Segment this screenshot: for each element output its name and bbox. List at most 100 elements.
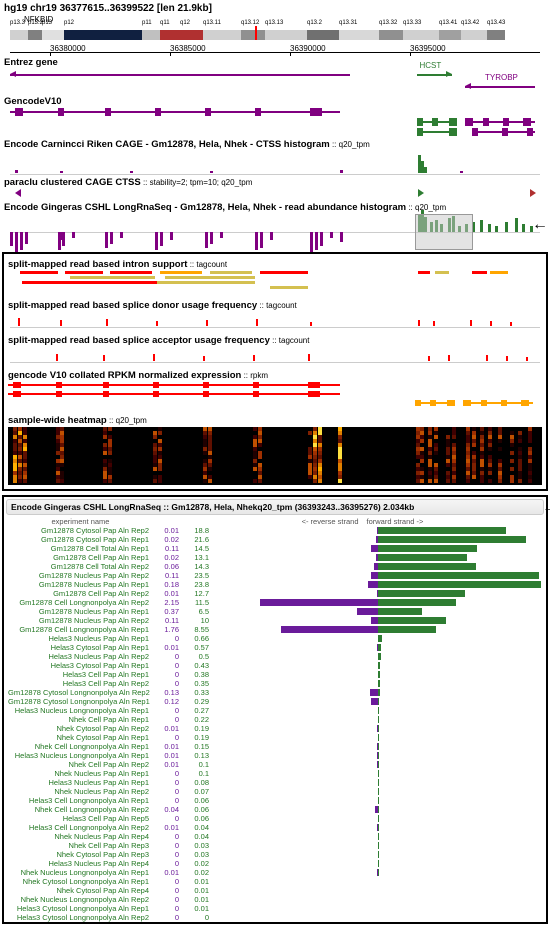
sample-name: Gm12878 Nucleus Pap Aln Rep2 — [8, 616, 153, 625]
reverse-value: 0 — [153, 796, 183, 805]
expression-row: Helas3 Nucleus Pap Aln Rep2 0 0.5 — [4, 652, 546, 661]
sample-name: Gm12878 Cell Pap Aln Rep1 — [8, 553, 153, 562]
forward-value: 8.55 — [183, 625, 213, 634]
ruler-tick: 36395000 — [410, 44, 446, 53]
forward-value: 0.57 — [183, 643, 213, 652]
bar-area — [213, 536, 542, 544]
arrow-icon: ← — [542, 499, 550, 517]
reverse-value: 0 — [153, 769, 183, 778]
bar-area — [213, 545, 542, 553]
bar-area — [213, 869, 542, 877]
gene-line — [465, 86, 535, 88]
paraclu-track — [10, 189, 540, 201]
expression-row: Gm12878 Cytosol Longnonpolya Aln Rep2 0.… — [4, 688, 546, 697]
bar-area — [213, 743, 542, 751]
expression-row: Gm12878 Cell Total Aln Rep2 0.06 14.3 — [4, 562, 546, 571]
expression-row: Helas3 Cytosol Pap Aln Rep1 0.01 0.57 — [4, 643, 546, 652]
forward-value: 0.43 — [183, 661, 213, 670]
sample-name: Helas3 Cell Pap Aln Rep5 — [8, 814, 153, 823]
bar-area — [213, 833, 542, 841]
forward-value: 0.1 — [183, 769, 213, 778]
reverse-value: 0 — [153, 634, 183, 643]
expression-row: Nhek Nucleus Pap Aln Rep1 0 0.1 — [4, 769, 546, 778]
sample-name: Gm12878 Cell Total Aln Rep2 — [8, 562, 153, 571]
forward-value: 0.29 — [183, 697, 213, 706]
expression-row: Helas3 Cytosol Longnonpolya Aln Rep1 0 0… — [4, 904, 546, 913]
expression-row: Nhek Cell Longnonpolya Aln Rep1 0.01 0.1… — [4, 742, 546, 751]
expression-row: Gm12878 Cytosol Longnonpolya Aln Rep1 0.… — [4, 697, 546, 706]
forward-value: 0.03 — [183, 850, 213, 859]
reverse-value: 0.01 — [153, 724, 183, 733]
ideogram-band: p13.2 — [28, 30, 42, 40]
reverse-value: 0.11 — [153, 616, 183, 625]
bar-area — [213, 716, 542, 724]
bar-area — [213, 662, 542, 670]
expression-row: Helas3 Cell Pap Aln Rep5 0 0.06 — [4, 814, 546, 823]
highlight-region — [415, 214, 473, 250]
reverse-value: 0 — [153, 715, 183, 724]
bar-area — [213, 815, 542, 823]
sample-name: Gm12878 Cell Pap Aln Rep2 — [8, 589, 153, 598]
reverse-value: 0 — [153, 652, 183, 661]
ideogram-band: p13.3 — [10, 30, 28, 40]
track-label-entrez: Entrez gene — [0, 56, 550, 69]
bar-area — [213, 725, 542, 733]
expression-row: Gm12878 Cell Pap Aln Rep1 0.02 13.1 — [4, 553, 546, 562]
sample-name: Nhek Cell Longnonpolya Aln Rep1 — [8, 742, 153, 751]
sample-name: Helas3 Cell Pap Aln Rep2 — [8, 679, 153, 688]
abundance-histogram-track: ← — [10, 214, 540, 250]
bar-area — [213, 590, 542, 598]
ideogram-band: q13.33 — [403, 30, 439, 40]
forward-value: 13.1 — [183, 553, 213, 562]
gencode-track — [10, 108, 540, 138]
bar-area — [213, 617, 542, 625]
reverse-value: 0 — [153, 832, 183, 841]
expression-row: Gm12878 Cell Longnonpolya Aln Rep1 1.76 … — [4, 625, 546, 634]
track-label-longrna: Encode Gingeras CSHL LongRnaSeq - Gm1287… — [0, 201, 550, 214]
reverse-value: 1.76 — [153, 625, 183, 634]
forward-value: 0.01 — [183, 877, 213, 886]
forward-value: 0.22 — [183, 715, 213, 724]
reverse-value: 0 — [153, 679, 183, 688]
bar-area — [213, 887, 542, 895]
expression-rows: Gm12878 Cytosol Pap Aln Rep2 0.01 18.8 G… — [4, 526, 546, 922]
donor-freq-track — [8, 312, 542, 326]
expression-row: Nhek Nucleus Pap Aln Rep4 0 0.04 — [4, 832, 546, 841]
track-label-heatmap: sample-wide heatmap :: q20_tpm — [4, 414, 546, 427]
entrez-gene-track: HCSTTYROBP — [10, 69, 540, 95]
ideogram-band: p13 — [42, 30, 64, 40]
bar-area — [213, 707, 542, 715]
reverse-value: 0.02 — [153, 553, 183, 562]
reverse-value: 0 — [153, 706, 183, 715]
sample-name: Nhek Cell Pap Aln Rep2 — [8, 760, 153, 769]
sample-name: Gm12878 Cytosol Pap Aln Rep1 — [8, 535, 153, 544]
reverse-value: 0 — [153, 895, 183, 904]
expression-row: Nhek Cytosol Pap Aln Rep2 0.01 0.19 — [4, 724, 546, 733]
bar-area — [213, 644, 542, 652]
gene-label: HCST — [420, 61, 442, 70]
forward-value: 6.5 — [183, 607, 213, 616]
reverse-value: 0 — [153, 670, 183, 679]
ruler-tick: 36390000 — [290, 44, 326, 53]
bar-area — [213, 635, 542, 643]
sample-name: Nhek Nucleus Pap Aln Rep2 — [8, 787, 153, 796]
chromosome-ideogram: p13.3p13.2p13p12p11q11q12q13.11q13.12q13… — [0, 28, 550, 42]
expression-row: Helas3 Cell Pap Aln Rep1 0 0.38 — [4, 670, 546, 679]
sample-name: Helas3 Cytosol Longnonpolya Aln Rep2 — [8, 913, 153, 922]
forward-value: 0.02 — [183, 859, 213, 868]
expression-row: Nhek Cell Pap Aln Rep2 0.01 0.1 — [4, 760, 546, 769]
forward-value: 0.35 — [183, 679, 213, 688]
reverse-value: 0.01 — [153, 823, 183, 832]
bar-area — [213, 734, 542, 742]
expression-row: Gm12878 Nucleus Pap Aln Rep1 0.37 6.5 — [4, 607, 546, 616]
bar-area — [213, 842, 542, 850]
track-label-paraclu: paraclu clustered CAGE CTSS :: stability… — [0, 176, 550, 189]
bar-area — [213, 896, 542, 904]
bar-area — [213, 761, 542, 769]
expression-row: Helas3 Nucleus Pap Aln Rep4 0 0.02 — [4, 859, 546, 868]
forward-value: 14.5 — [183, 544, 213, 553]
rpkm-track — [8, 382, 542, 410]
forward-value: 0.01 — [183, 904, 213, 913]
reverse-value: 0.01 — [153, 526, 183, 535]
bar-area — [213, 860, 542, 868]
